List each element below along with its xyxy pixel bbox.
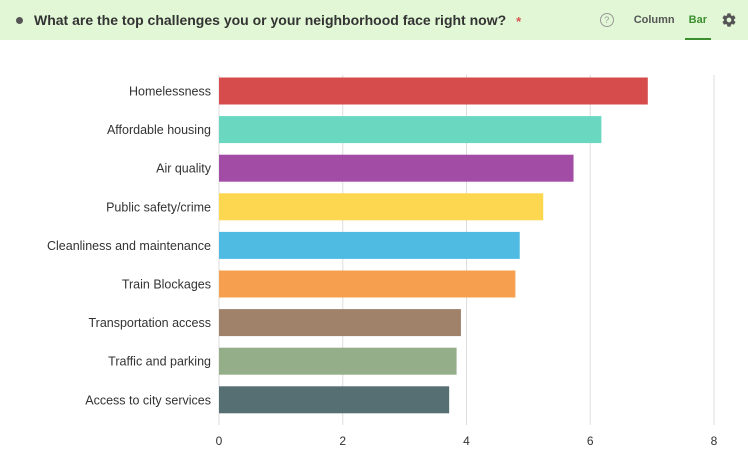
- category-label: Transportation access: [88, 316, 211, 330]
- bar[interactable]: [219, 386, 450, 414]
- category-label: Access to city services: [85, 393, 211, 407]
- category-label: Cleanliness and maintenance: [47, 239, 211, 253]
- category-label: Public safety/crime: [106, 200, 211, 214]
- bar[interactable]: [219, 347, 457, 375]
- category-labels: Homelessness Affordable housing Air qualit…: [47, 85, 212, 408]
- x-tick-label: 2: [339, 434, 346, 448]
- category-label: Traffic and parking: [108, 355, 211, 369]
- bar[interactable]: [219, 231, 520, 259]
- bar[interactable]: [219, 270, 516, 298]
- bar-chart: Homelessness Affordable housing Air qualit…: [47, 75, 718, 448]
- category-label: Affordable housing: [107, 123, 211, 137]
- category-label: Homelessness: [129, 85, 211, 99]
- bar[interactable]: [219, 154, 574, 182]
- bullet-icon: [16, 16, 23, 24]
- x-tick-label: 6: [587, 434, 594, 448]
- question-circle-icon[interactable]: ?: [599, 13, 614, 27]
- bar[interactable]: [219, 193, 544, 221]
- bar[interactable]: [219, 116, 602, 144]
- question-header: What are the top challenges you or your …: [0, 0, 748, 40]
- tab-column[interactable]: Column: [633, 14, 675, 26]
- gear-icon[interactable]: [721, 12, 737, 28]
- category-label: Air quality: [156, 162, 212, 176]
- x-axis-ticks: 0 2 4 6 8: [216, 434, 718, 448]
- bar[interactable]: [219, 77, 648, 105]
- question-title: What are the top challenges you or your …: [34, 12, 507, 28]
- required-asterisk: *: [516, 13, 522, 29]
- x-tick-label: 4: [463, 434, 470, 448]
- category-label: Train Blockages: [122, 278, 211, 292]
- bars: [219, 77, 648, 414]
- tab-bar[interactable]: Bar: [684, 0, 711, 40]
- x-tick-label: 8: [711, 434, 718, 448]
- bar[interactable]: [219, 309, 461, 337]
- chart-controls: ? Column Bar: [599, 0, 748, 40]
- x-tick-label: 0: [216, 434, 223, 448]
